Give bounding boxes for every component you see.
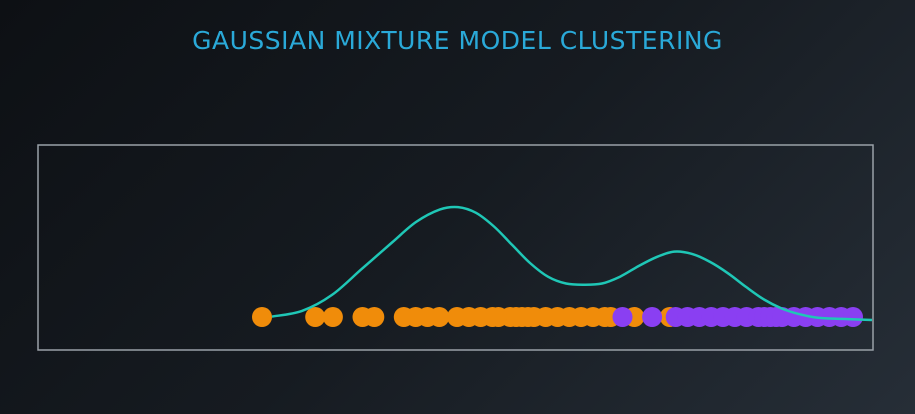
orange-point [429, 307, 450, 327]
mixture-curve [271, 205, 873, 322]
purple-point [642, 307, 663, 327]
plot-frame [37, 144, 874, 351]
purple-point [843, 307, 863, 327]
data-points [252, 307, 863, 327]
orange-point [364, 307, 385, 327]
orange-point [252, 307, 272, 327]
purple-point [612, 307, 633, 327]
orange-point [322, 307, 343, 327]
orange-point [305, 307, 326, 327]
page-title: GAUSSIAN MIXTURE MODEL CLUSTERING [192, 26, 723, 55]
